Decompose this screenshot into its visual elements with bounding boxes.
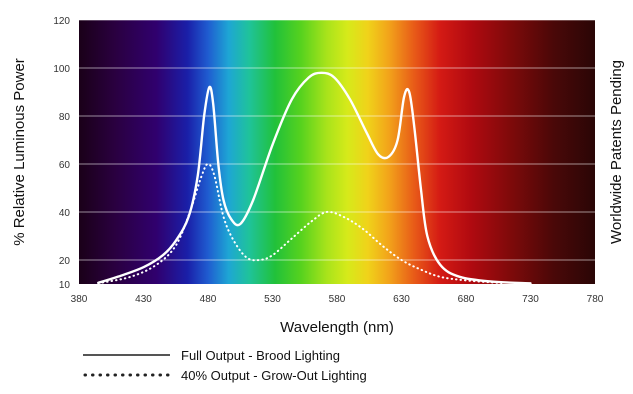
y-tick-label: 80 [59, 112, 71, 123]
y-tick-label: 40 [59, 208, 71, 219]
legend: Full Output - Brood Lighting 40% Output … [83, 348, 367, 383]
legend-label-full-output: Full Output - Brood Lighting [181, 348, 340, 363]
spectrum-background [79, 20, 595, 284]
y-tick-label: 100 [53, 64, 70, 75]
x-tick-label: 530 [264, 294, 281, 305]
y-tick-label: 60 [59, 160, 71, 171]
x-tick-label: 580 [329, 294, 346, 305]
x-tick-label: 780 [587, 294, 604, 305]
x-axis-label: Wavelength (nm) [280, 319, 394, 336]
x-tick-label: 430 [135, 294, 152, 305]
series-layer [97, 71, 532, 285]
x-tick-label: 680 [458, 294, 475, 305]
x-tick-label: 630 [393, 294, 410, 305]
y-tick-label: 20 [59, 256, 71, 267]
y-tick-label: 120 [53, 16, 70, 27]
y-axis-label: % Relative Luminous Power [11, 58, 28, 246]
gridlines [79, 19, 595, 261]
y-tick-labels: 10 20 40 60 80 100 120 [53, 16, 70, 291]
x-tick-label: 480 [200, 294, 217, 305]
x-tick-label: 730 [522, 294, 539, 305]
right-side-label: Worldwide Patents Pending [608, 60, 625, 244]
series-line-40-output [97, 163, 506, 285]
y-tick-label: 10 [59, 280, 71, 291]
legend-label-40-output: 40% Output - Grow-Out Lighting [181, 368, 367, 383]
x-tick-labels: 380 430 480 530 580 630 680 730 780 [71, 294, 604, 305]
x-tick-label: 380 [71, 294, 88, 305]
